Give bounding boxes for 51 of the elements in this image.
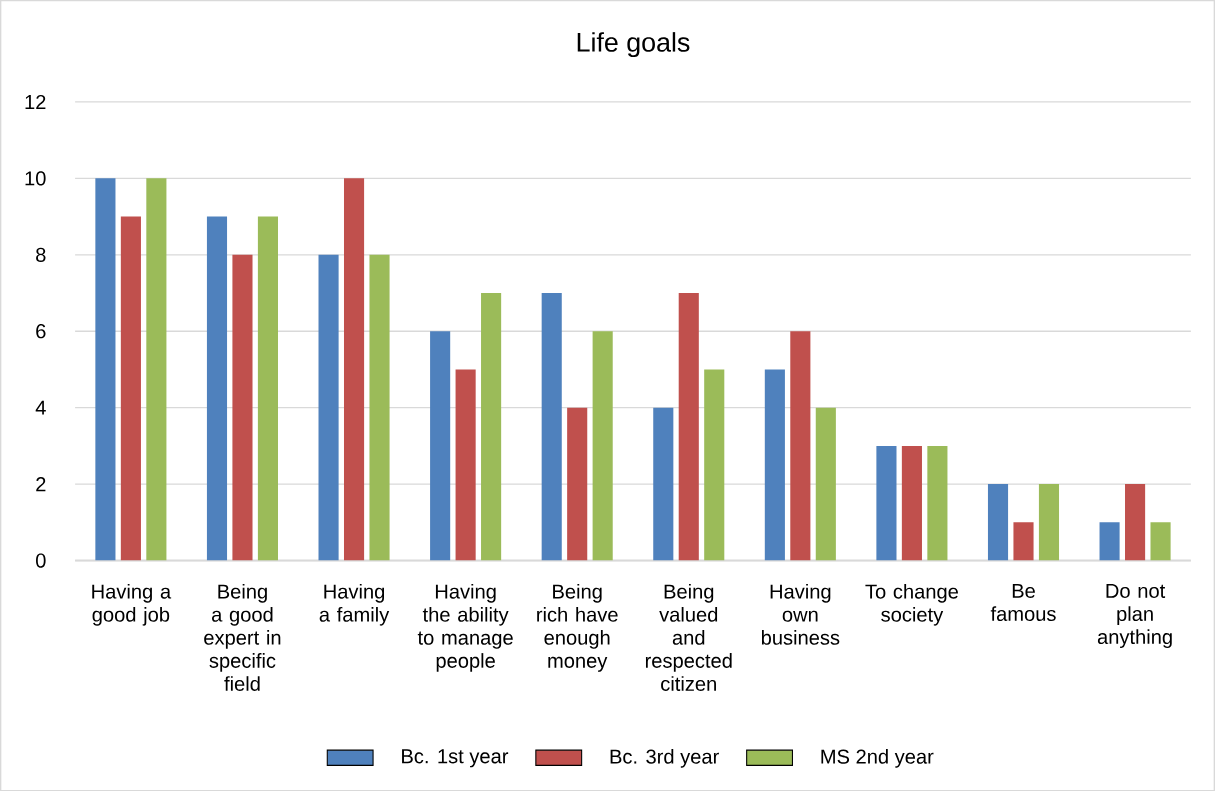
x-tick-label: Being valued and respected citizen bbox=[645, 583, 732, 691]
bar bbox=[1038, 484, 1060, 561]
x-tick-label: Having a family bbox=[319, 583, 390, 626]
bar bbox=[455, 369, 476, 561]
y-tick-label: 8 bbox=[36, 247, 46, 262]
x-tick-label: Having the ability to manage people bbox=[417, 583, 513, 672]
y-tick-label: 4 bbox=[35, 400, 46, 415]
bar bbox=[146, 178, 167, 561]
x-tick-label: Having own business bbox=[761, 583, 840, 645]
y-tick-label: 6 bbox=[36, 324, 46, 339]
legend-label: Bc. 3rd year bbox=[610, 748, 719, 768]
y-tick-label: 2 bbox=[36, 476, 46, 492]
legend-label: Bc. 1st year bbox=[402, 749, 509, 768]
bar bbox=[927, 445, 948, 561]
bar bbox=[318, 254, 339, 561]
bar bbox=[704, 369, 725, 561]
bar bbox=[430, 331, 451, 561]
bar bbox=[764, 369, 785, 561]
bar bbox=[567, 407, 588, 561]
bar bbox=[206, 216, 228, 561]
chart-title: Life goals bbox=[577, 32, 690, 58]
bar bbox=[815, 407, 836, 561]
bar bbox=[678, 292, 699, 561]
bar bbox=[1150, 522, 1171, 561]
bar bbox=[369, 254, 390, 561]
y-tick-label: 12 bbox=[25, 94, 46, 109]
bar bbox=[232, 254, 253, 561]
bar bbox=[790, 331, 811, 561]
legend-label: MS 2nd year bbox=[821, 748, 934, 768]
bar bbox=[343, 178, 365, 561]
bar bbox=[95, 178, 116, 561]
y-tick-label: 0 bbox=[36, 553, 46, 568]
x-tick-label: Having a good job bbox=[92, 583, 172, 626]
x-tick-label: Being rich have enough money bbox=[537, 583, 618, 672]
bar bbox=[1125, 484, 1146, 561]
x-tick-label: Being a good expert in specific field bbox=[204, 583, 281, 691]
bar bbox=[653, 407, 674, 561]
bar bbox=[120, 216, 141, 561]
bar bbox=[1099, 522, 1120, 561]
bar bbox=[987, 484, 1009, 561]
x-tick-label: Do not plan anything bbox=[1097, 583, 1172, 648]
x-tick-label: Be famous bbox=[990, 583, 1056, 621]
bar bbox=[541, 292, 562, 561]
x-tick-label: To change society bbox=[865, 583, 958, 626]
bar bbox=[481, 292, 502, 561]
bar bbox=[901, 445, 922, 561]
bar bbox=[592, 331, 613, 561]
bar bbox=[257, 216, 278, 561]
bar bbox=[876, 445, 897, 561]
bar bbox=[1013, 522, 1034, 561]
y-tick-label: 10 bbox=[25, 171, 46, 186]
